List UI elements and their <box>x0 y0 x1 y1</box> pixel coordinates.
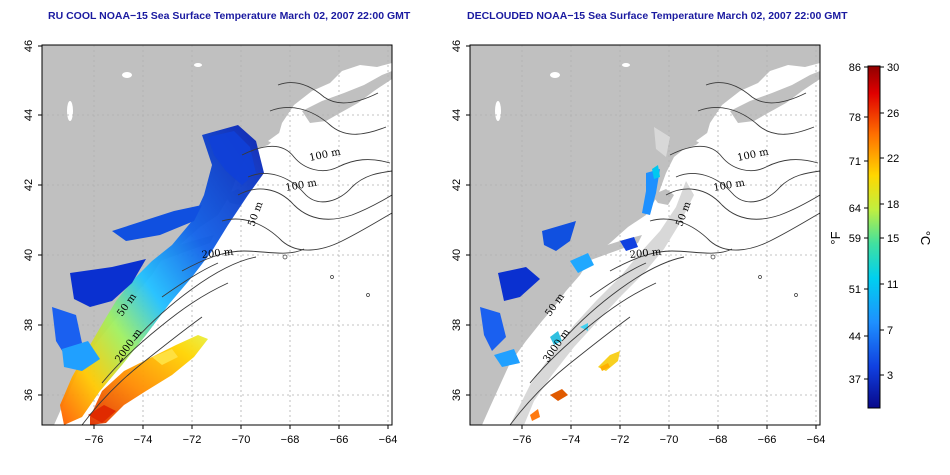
left-sst-data <box>52 125 264 425</box>
left-axis-ticks <box>38 45 389 429</box>
fahrenheit-label: °F <box>828 231 843 244</box>
lon-tick-label: −72 <box>611 434 630 446</box>
lon-tick-label: −70 <box>232 434 251 446</box>
fahrenheit-tick: 44 <box>849 331 861 343</box>
colorbar: 86 78 71 64 59 51 44 37 30 26 22 18 15 1… <box>828 62 933 409</box>
lat-tick-label: 38 <box>23 319 35 331</box>
celsius-tick: 22 <box>887 153 899 165</box>
lon-tick-label: −74 <box>562 434 581 446</box>
fahrenheit-tick: 86 <box>849 62 861 74</box>
fahrenheit-tick: 59 <box>849 233 861 245</box>
fahrenheit-tick: 78 <box>849 112 861 124</box>
lat-tick-label: 36 <box>451 389 463 401</box>
lon-tick-label: −64 <box>807 434 826 446</box>
left-map-title: RU COOL NOAA−15 Sea Surface Temperature … <box>48 10 411 22</box>
lon-tick-label: −68 <box>709 434 728 446</box>
lon-tick-label: −66 <box>330 434 349 446</box>
lon-tick-label: −76 <box>85 434 104 446</box>
celsius-tick: 18 <box>887 199 899 211</box>
left-sst-map: 100 m 100 m 50 m 200 m 50 m 2000 m <box>41 44 393 426</box>
celsius-tick: 15 <box>887 233 899 245</box>
fahrenheit-tick: 71 <box>849 156 861 168</box>
lat-tick-label: 42 <box>451 179 463 191</box>
lon-tick-label: −76 <box>513 434 532 446</box>
lat-tick-label: 40 <box>23 249 35 261</box>
lat-tick-label: 40 <box>451 249 463 261</box>
right-axis-ticks <box>466 45 817 429</box>
right-contours <box>509 82 821 426</box>
right-sst-data <box>480 165 660 421</box>
celsius-tick: 11 <box>887 279 898 291</box>
fahrenheit-tick: 51 <box>849 284 861 296</box>
lon-tick-label: −74 <box>134 434 153 446</box>
lat-tick-label: 36 <box>23 389 35 401</box>
left-contours <box>81 82 393 426</box>
lon-tick-label: −64 <box>379 434 398 446</box>
lat-tick-label: 42 <box>23 179 35 191</box>
lat-tick-label: 44 <box>23 109 35 121</box>
left-contour-label: 200 m <box>201 247 234 261</box>
fahrenheit-tick: 37 <box>849 374 861 386</box>
colorbar-gradient <box>867 65 881 409</box>
lat-tick-label: 44 <box>451 109 463 121</box>
right-lon-labels: −76 −74 −72 −70 −68 −66 −64 <box>513 434 826 446</box>
celsius-tick: 30 <box>887 62 899 74</box>
lat-tick-label: 38 <box>451 319 463 331</box>
left-lat-labels: 36 38 40 42 44 46 <box>23 40 35 401</box>
lon-tick-label: −66 <box>758 434 777 446</box>
right-sst-map: 100 m 100 m 50 m 200 m 50 m 3000 m <box>469 44 821 426</box>
lon-tick-label: −70 <box>660 434 679 446</box>
fahrenheit-tick: 64 <box>849 203 861 215</box>
lat-tick-label: 46 <box>23 40 35 52</box>
lat-tick-label: 46 <box>451 40 463 52</box>
left-lon-labels: −76 −74 −72 −70 −68 −66 −64 <box>85 434 398 446</box>
lon-tick-label: −68 <box>281 434 300 446</box>
lon-tick-label: −72 <box>183 434 202 446</box>
celsius-tick: 3 <box>887 370 893 382</box>
right-map-title: DECLOUDED NOAA−15 Sea Surface Temperatur… <box>467 10 848 22</box>
celsius-tick: 7 <box>887 325 893 337</box>
celsius-label: °C <box>918 231 933 246</box>
right-lat-labels: 36 38 40 42 44 46 <box>451 40 463 401</box>
right-contour-label: 200 m <box>629 247 662 261</box>
celsius-tick: 26 <box>887 108 899 120</box>
